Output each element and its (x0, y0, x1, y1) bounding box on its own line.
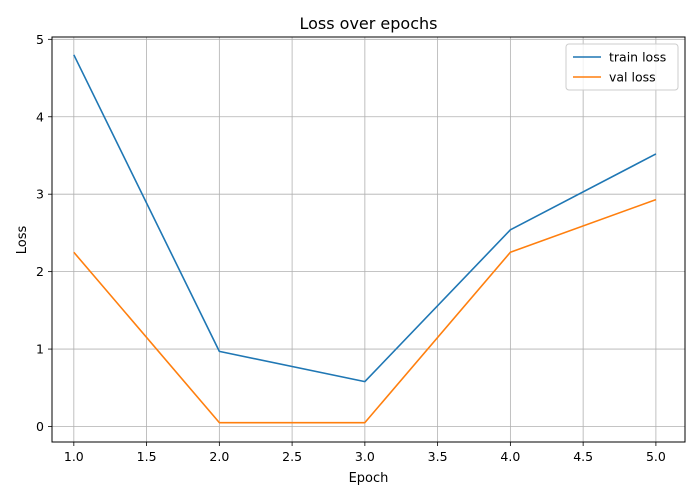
legend-label-train-loss: train loss (609, 50, 666, 65)
y-tick-label: 3 (36, 187, 44, 202)
x-tick-label: 4.5 (573, 449, 593, 464)
x-tick-label: 3.0 (355, 449, 375, 464)
x-tick-label: 3.5 (428, 449, 448, 464)
y-tick-label: 2 (36, 264, 44, 279)
y-tick-label: 4 (36, 109, 44, 124)
legend-label-val-loss: val loss (609, 70, 656, 85)
series-line-train-loss (73, 54, 657, 383)
legend: train loss val loss (565, 43, 679, 91)
x-axis-label: Epoch (349, 471, 389, 486)
x-axis: 1.0 1.5 2.0 2.5 3.0 3.5 4.0 4.5 5.0 (64, 442, 666, 464)
y-axis-label: Loss (15, 226, 30, 255)
series-line-val-loss (73, 198, 657, 424)
chart-title: Loss over epochs (299, 14, 437, 33)
grid (52, 37, 685, 442)
plot-frame (51, 36, 686, 443)
x-tick-label: 4.0 (500, 449, 520, 464)
x-tick-label: 2.0 (209, 449, 229, 464)
y-tick-label: 1 (36, 342, 44, 357)
x-tick-label: 5.0 (646, 449, 666, 464)
legend-box (565, 43, 679, 91)
series-lines (73, 54, 657, 424)
y-tick-label: 5 (36, 32, 44, 47)
y-tick-label: 0 (36, 419, 44, 434)
x-tick-label: 1.0 (64, 449, 84, 464)
y-axis: 0 1 2 3 4 5 (36, 32, 52, 434)
x-tick-label: 1.5 (137, 449, 157, 464)
x-tick-label: 2.5 (282, 449, 302, 464)
